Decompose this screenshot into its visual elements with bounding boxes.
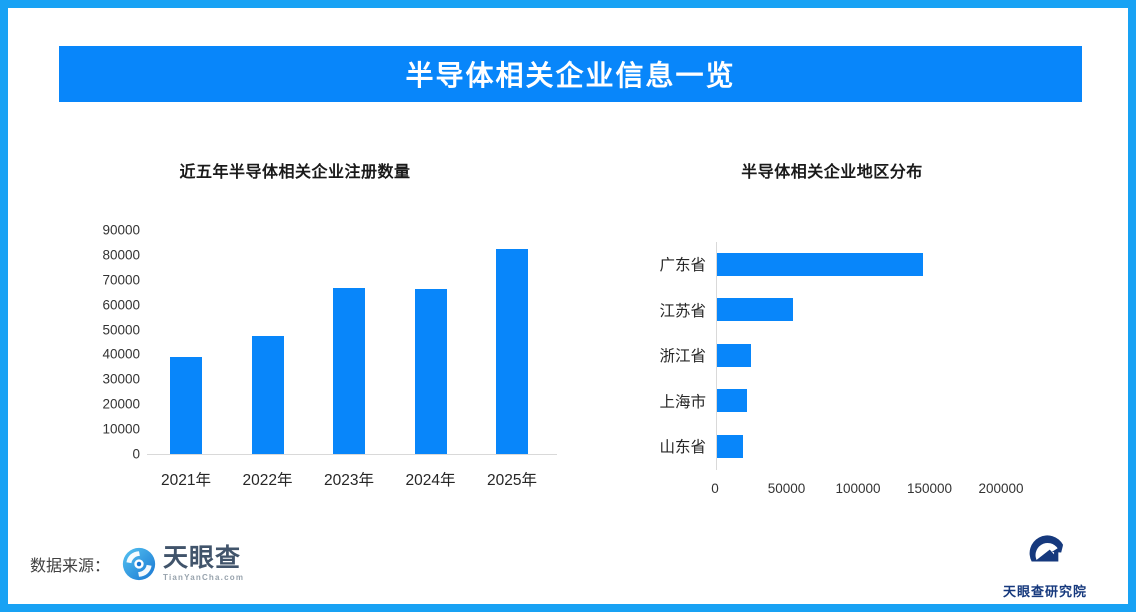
- x-axis-category-4: 2025年: [487, 472, 537, 489]
- y-axis-tick-70000: 70000: [102, 272, 140, 288]
- page-title: 半导体相关企业信息一览: [405, 60, 736, 91]
- x-axis-category-0: 2021年: [161, 472, 211, 489]
- y-axis-tick-90000: 90000: [102, 222, 140, 238]
- registrations-bar-3: [414, 288, 447, 454]
- region-bar-0: [717, 252, 923, 276]
- tianyancha-logo-text: 天眼查: [163, 544, 242, 572]
- x-axis-tick-150000: 150000: [906, 481, 953, 496]
- x-axis-category-2: 2023年: [324, 472, 374, 489]
- research-institute-logo: 天眼查研究院: [993, 532, 1097, 600]
- data-source-label: 数据来源：: [30, 558, 111, 575]
- y-axis-tick-60000: 60000: [102, 297, 140, 313]
- x-axis-tick-50000: 50000: [767, 481, 806, 496]
- y-axis-tick-50000: 50000: [102, 322, 140, 338]
- region-label-0: 广东省: [659, 257, 706, 274]
- region-bar-1: [717, 298, 793, 322]
- page-title-banner: 半导体相关企业信息一览: [59, 46, 1082, 102]
- registrations-bar-0: [170, 356, 202, 454]
- tianyancha-logo: 天眼查 TianYanCha.com: [122, 546, 244, 582]
- region-bar-4: [717, 434, 744, 458]
- tianyancha-eye-icon: [122, 547, 156, 581]
- y-axis-tick-10000: 10000: [102, 421, 140, 437]
- registrations-bar-2: [333, 287, 365, 454]
- y-axis-tick-20000: 20000: [102, 396, 140, 412]
- research-institute-icon: [1021, 535, 1069, 576]
- y-axis-tick-40000: 40000: [102, 346, 140, 362]
- data-source-row: 数据来源： 天眼查 TianYanCha.com: [30, 544, 244, 584]
- region-bar-2: [717, 343, 752, 367]
- region-bar-3: [717, 389, 748, 413]
- x-axis-tick-100000: 100000: [835, 481, 881, 496]
- registrations-bar-4: [496, 249, 528, 454]
- region-label-3: 上海市: [659, 393, 706, 411]
- region-label-2: 浙江省: [659, 348, 706, 366]
- region-label-1: 江苏省: [659, 302, 706, 320]
- x-axis-tick-0: 0: [711, 481, 719, 496]
- registrations-bar-1: [251, 336, 284, 454]
- y-axis-tick-0: 0: [132, 446, 140, 462]
- x-axis-category-1: 2022年: [242, 472, 293, 489]
- tianyancha-domain-text: TianYanCha.com: [163, 573, 245, 582]
- x-axis-category-3: 2024年: [405, 472, 456, 489]
- x-axis-baseline: [147, 454, 557, 455]
- region-label-4: 山东省: [659, 439, 706, 457]
- x-axis-tick-200000: 200000: [978, 481, 1024, 496]
- y-axis-line: [716, 242, 717, 470]
- research-institute-name: 天眼查研究院: [1002, 584, 1087, 599]
- registrations-chart-title: 近五年半导体相关企业注册数量: [179, 164, 411, 181]
- y-axis-tick-30000: 30000: [102, 371, 140, 387]
- regions-chart-title: 半导体相关企业地区分布: [741, 164, 923, 181]
- y-axis-tick-80000: 80000: [102, 247, 140, 263]
